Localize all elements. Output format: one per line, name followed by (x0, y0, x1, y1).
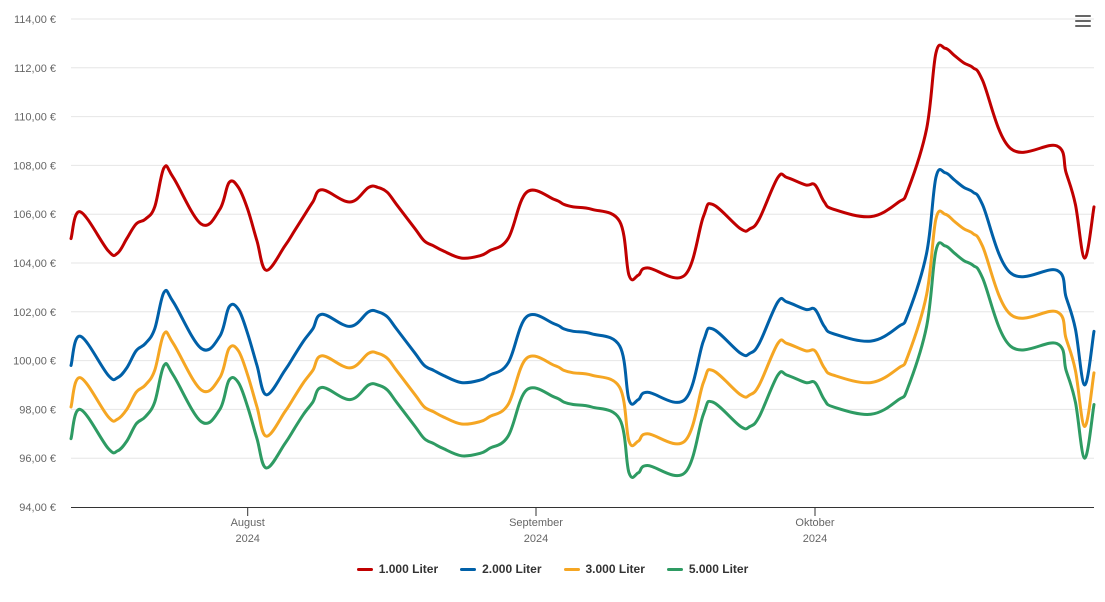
x-tick-month: August (231, 517, 265, 529)
legend: 1.000 Liter 2.000 Liter 3.000 Liter 5.00… (0, 562, 1105, 576)
legend-item-3000-liter[interactable]: 3.000 Liter (563, 562, 645, 576)
y-tick-label: 102,00 € (13, 307, 56, 319)
x-axis: August 2024 September 2024 Oktober 2024 (71, 507, 1094, 545)
legend-item-2000-liter[interactable]: 2.000 Liter (460, 562, 542, 576)
series-line-3000-liter (69, 209, 1096, 448)
x-tick-year: 2024 (803, 533, 827, 545)
legend-swatch (666, 567, 683, 571)
y-axis: 94,00 € 96,00 € 98,00 € 100,00 € 102,00 € 104… (13, 14, 56, 514)
y-tick-label: 112,00 € (14, 63, 56, 75)
y-tick-label: 106,00 € (13, 209, 56, 221)
legend-item-5000-liter[interactable]: 5.000 Liter (666, 562, 749, 576)
y-tick-label: 104,00 € (13, 258, 56, 270)
y-tick-label: 108,00 € (13, 160, 56, 172)
legend-swatch (460, 567, 477, 571)
series-line-5000-liter (69, 241, 1096, 479)
legend-item-1000-liter[interactable]: 1.000 Liter (356, 562, 439, 576)
legend-label: 5.000 Liter (688, 562, 749, 576)
y-tick-label: 96,00 € (19, 453, 56, 465)
x-tick-month: Oktober (795, 517, 834, 529)
hamburger-menu-icon[interactable] (1072, 12, 1094, 32)
y-tick-label: 94,00 € (19, 502, 56, 514)
y-tick-label: 110,00 € (14, 112, 56, 124)
legend-swatch (356, 567, 373, 571)
legend-label: 2.000 Liter (482, 562, 542, 576)
legend-label: 1.000 Liter (378, 562, 439, 576)
series-lines (69, 43, 1096, 479)
series-line-1000-liter (69, 43, 1096, 282)
legend-swatch (563, 567, 580, 571)
legend-label: 3.000 Liter (585, 562, 645, 576)
y-tick-label: 98,00 € (19, 404, 56, 416)
series-line-2000-liter (69, 168, 1096, 406)
x-tick-year: 2024 (235, 533, 259, 545)
x-tick-month: September (509, 517, 563, 529)
y-tick-label: 100,00 € (13, 356, 56, 368)
x-tick-year: 2024 (524, 533, 548, 545)
y-tick-label: 114,00 € (14, 14, 56, 26)
